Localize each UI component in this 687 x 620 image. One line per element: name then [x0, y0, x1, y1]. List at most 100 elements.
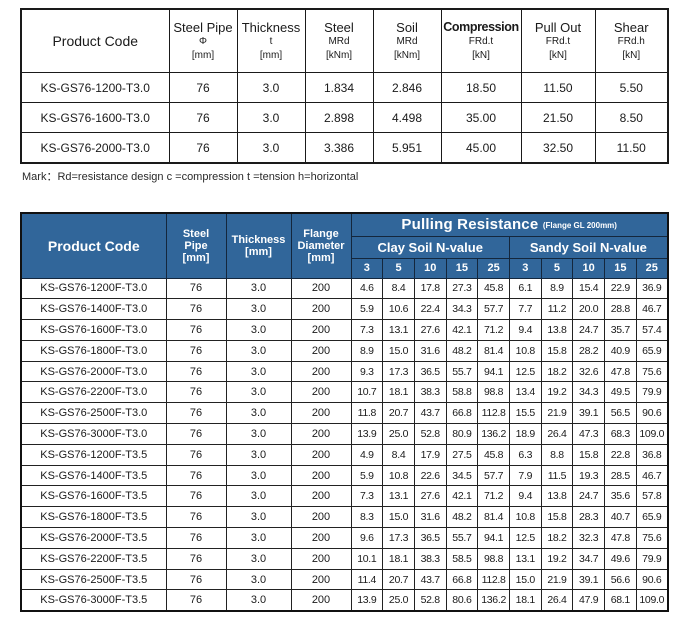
t1-header-thickness: Thickness t [mm] [236, 8, 306, 73]
value-cell: 3.0 [225, 547, 292, 570]
value-cell: 200 [290, 423, 352, 445]
value-cell: 200 [290, 589, 352, 612]
value-cell: 98.8 [477, 547, 510, 570]
n-value-label: 3 [350, 257, 384, 279]
column-title: Pull Out [534, 20, 582, 35]
value-cell: 71.2 [477, 319, 510, 341]
value-cell: 2.898 [304, 102, 374, 133]
value-cell: 79.9 [635, 381, 669, 404]
value-cell: 35.00 [440, 102, 522, 133]
value-cell: 3.0 [236, 102, 306, 133]
value-cell: 27.6 [413, 485, 447, 508]
product-code-cell: KS-GS76-3000F-T3.0 [20, 423, 167, 445]
product-code-cell: KS-GS76-1400F-T3.5 [20, 464, 167, 487]
value-cell: 49.5 [604, 381, 637, 404]
value-cell: 17.3 [382, 527, 415, 549]
value-cell: 52.8 [413, 589, 447, 612]
value-cell: 76 [168, 132, 238, 164]
table-row: KS-GS76-2500F-T3.0 76 3.0 200 11.8 20.7 43.7 66… [20, 402, 669, 425]
t2-header-row-2: Clay Soil N-value Sandy Soil N-value [21, 235, 669, 259]
value-cell: 38.3 [413, 381, 447, 404]
product-code-cell: KS-GS76-1800F-T3.0 [20, 339, 167, 362]
value-cell: 7.3 [350, 485, 384, 508]
t2-header-clay-soil: Clay Soil N-value [350, 235, 510, 259]
value-cell: 26.4 [540, 589, 574, 612]
value-cell: 36.8 [635, 443, 669, 466]
product-code-cell: KS-GS76-2500F-T3.0 [20, 402, 167, 425]
table-row: KS-GS76-3000F-T3.0 76 3.0 200 13.9 25.0 52.8 80… [20, 423, 669, 445]
product-code-cell: KS-GS76-3000F-T3.5 [20, 589, 167, 612]
product-code-cell: KS-GS76-1200F-T3.0 [20, 277, 167, 300]
value-cell: 94.1 [477, 527, 510, 549]
value-cell: 200 [290, 485, 352, 508]
value-cell: 57.8 [635, 485, 669, 508]
value-cell: 10.8 [508, 339, 542, 362]
column-symbol: t [269, 36, 273, 47]
column-unit: [kN] [549, 50, 567, 61]
value-cell: 11.5 [540, 464, 574, 487]
column-unit: [mm] [259, 50, 283, 61]
value-cell: 79.9 [635, 547, 669, 570]
value-cell: 13.1 [508, 547, 542, 570]
t2-header-row-1: Product Code Steel Pipe [mm] Thickness [… [20, 212, 669, 279]
value-cell: 11.8 [350, 402, 384, 425]
value-cell: 8.3 [350, 506, 384, 529]
value-cell: 98.8 [477, 381, 510, 404]
column-title: Compression [443, 20, 519, 34]
value-cell: 6.1 [508, 277, 542, 300]
value-cell: 34.5 [445, 464, 479, 487]
t2-header-sandy-soil: Sandy Soil N-value [508, 235, 669, 259]
t2-header-flange-diameter: Flange Diameter [mm] [290, 212, 352, 279]
product-code-cell: KS-GS76-1200-T3.0 [20, 72, 170, 103]
value-cell: 22.4 [413, 298, 447, 321]
value-cell: 90.6 [635, 402, 669, 425]
value-cell: 3.0 [225, 319, 292, 341]
value-cell: 13.9 [350, 589, 384, 612]
value-cell: 3.0 [225, 568, 292, 591]
value-cell: 76 [165, 402, 227, 425]
value-cell: 20.7 [382, 568, 415, 591]
value-cell: 24.7 [572, 319, 605, 341]
value-cell: 27.5 [445, 443, 479, 466]
column-symbol: FRd.t [468, 36, 494, 47]
value-cell: 5.951 [372, 132, 442, 164]
product-code-cell: KS-GS76-1600F-T3.0 [20, 319, 167, 341]
value-cell: 10.1 [350, 547, 384, 570]
value-cell: 3.0 [225, 339, 292, 362]
value-cell: 18.2 [540, 360, 574, 383]
value-cell: 3.0 [225, 360, 292, 383]
value-cell: 8.4 [382, 277, 415, 300]
value-cell: 71.2 [477, 485, 510, 508]
value-cell: 28.2 [572, 339, 605, 362]
value-cell: 3.0 [225, 402, 292, 425]
value-cell: 200 [290, 298, 352, 321]
table-row: KS-GS76-1600F-T3.0 76 3.0 200 7.3 13.1 27.6 42.… [20, 319, 669, 341]
n-value-label: 15 [604, 257, 637, 279]
value-cell: 76 [165, 443, 227, 466]
t1-header-steel-pipe: Steel Pipe Φ [mm] [168, 8, 238, 73]
value-cell: 3.0 [225, 589, 292, 612]
column-unit: [kN] [622, 50, 641, 61]
value-cell: 13.8 [540, 319, 574, 341]
value-cell: 43.7 [413, 568, 447, 591]
column-unit: [mm] [191, 50, 215, 61]
value-cell: 3.0 [225, 298, 292, 321]
value-cell: 3.0 [225, 443, 292, 466]
value-cell: 5.9 [350, 464, 384, 487]
value-cell: 76 [165, 339, 227, 362]
value-cell: 19.3 [572, 464, 605, 487]
value-cell: 39.1 [572, 568, 605, 591]
value-cell: 40.9 [604, 339, 637, 362]
value-cell: 34.7 [572, 547, 605, 570]
value-cell: 20.0 [572, 298, 605, 321]
table-row: KS-GS76-1600F-T3.5 76 3.0 200 7.3 13.1 27.6 42.… [20, 485, 669, 508]
value-cell: 200 [290, 277, 352, 300]
value-cell: 47.8 [604, 360, 637, 383]
value-cell: 15.8 [572, 443, 605, 466]
value-cell: 76 [165, 506, 227, 529]
value-cell: 35.6 [604, 485, 637, 508]
value-cell: 27.3 [445, 277, 479, 300]
value-cell: 8.9 [540, 277, 574, 300]
value-cell: 3.0 [236, 132, 306, 164]
value-cell: 46.7 [635, 298, 669, 321]
